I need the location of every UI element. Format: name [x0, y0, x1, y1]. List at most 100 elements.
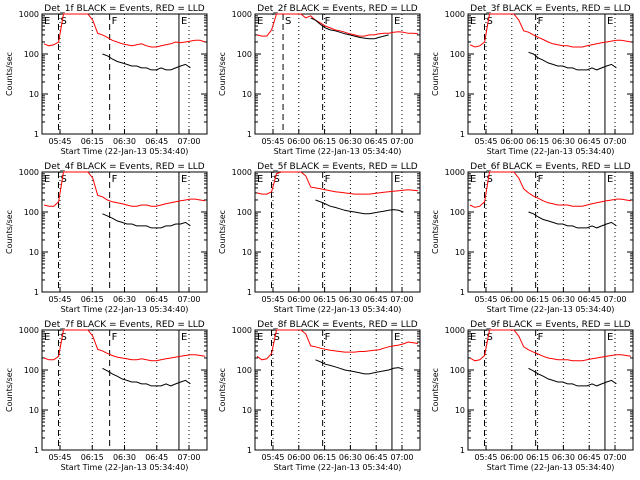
y-tick-label: 1 [34, 288, 39, 297]
marker-label: S [285, 16, 291, 27]
marker-label: F [538, 16, 544, 27]
x-tick-label: 06:00 [287, 295, 310, 304]
y-tick-label: 1 [247, 446, 252, 455]
y-axis-label: Counts/sec [431, 52, 440, 96]
y-tick-label: 1000 [445, 326, 465, 335]
marker-label: E [470, 332, 476, 343]
panel-title: Det_6f BLACK = Events, RED = LLD [470, 162, 630, 172]
x-tick-label: 06:45 [145, 295, 168, 304]
y-axis-label: Counts/sec [218, 52, 227, 96]
y-tick-label: 10 [29, 248, 39, 257]
marker-label: E [394, 16, 400, 27]
marker-label: S [274, 332, 280, 343]
panel-3: Det_3f BLACK = Events, RED = LLD 1 10 100 10… [431, 4, 634, 156]
panel-4: Det_4f BLACK = Events, RED = LLD 1 10 100 10… [5, 162, 208, 314]
series-line [469, 171, 632, 208]
x-axis-label: Start Time (22-Jan-13 05:34:40) [487, 147, 615, 156]
y-tick-label: 10 [455, 406, 465, 415]
plot-frame [254, 329, 421, 451]
x-tick-label: 05:45 [261, 137, 284, 146]
x-tick-label: 07:00 [603, 453, 626, 462]
x-tick-label: 07:00 [603, 137, 626, 146]
y-tick-label: 1000 [19, 168, 39, 177]
series-line [102, 367, 191, 387]
y-tick-label: 10 [455, 90, 465, 99]
y-tick-label: 1 [460, 446, 465, 455]
x-axis-label: Start Time (22-Jan-13 05:34:40) [61, 305, 189, 314]
marker-label: E [181, 332, 187, 343]
series-line [102, 53, 191, 71]
y-tick-label: 100 [450, 366, 465, 375]
y-axis-label: Counts/sec [5, 52, 14, 96]
marker-label: E [607, 16, 613, 27]
y-axis-label: Counts/sec [5, 210, 14, 254]
marker-label: E [394, 174, 400, 185]
x-tick-label: 06:15 [313, 137, 336, 146]
x-tick-label: 06:30 [113, 453, 136, 462]
x-tick-label: 06:15 [81, 137, 104, 146]
x-tick-label: 06:15 [526, 453, 549, 462]
y-axis-label: Counts/sec [431, 210, 440, 254]
x-tick-label: 05:45 [261, 295, 284, 304]
x-tick-label: 06:30 [339, 453, 362, 462]
x-tick-label: 06:45 [145, 453, 168, 462]
marker-label: F [538, 332, 544, 343]
x-tick-label: 06:30 [339, 137, 362, 146]
y-tick-label: 1 [460, 130, 465, 139]
x-tick-label: 05:45 [474, 137, 497, 146]
x-tick-label: 06:45 [578, 295, 601, 304]
series-line [256, 171, 419, 195]
x-tick-label: 06:30 [113, 295, 136, 304]
panel-2: Det_2f BLACK = Events, RED = LLD 1 10 100 10… [218, 4, 421, 156]
series-line [528, 51, 617, 71]
x-tick-label: 06:15 [81, 295, 104, 304]
series-line [310, 17, 389, 40]
y-tick-label: 1 [247, 288, 252, 297]
series-line [43, 171, 206, 207]
panel-title: Det_2f BLACK = Events, RED = LLD [257, 4, 417, 14]
x-tick-label: 06:15 [526, 295, 549, 304]
x-axis-label: Start Time (22-Jan-13 05:34:40) [61, 463, 189, 472]
panel-title: Det_3f BLACK = Events, RED = LLD [470, 4, 630, 14]
x-tick-label: 06:30 [552, 295, 575, 304]
y-tick-label: 10 [242, 90, 252, 99]
marker-label: E [607, 332, 613, 343]
y-tick-label: 100 [237, 208, 252, 217]
series-line [528, 211, 617, 229]
x-tick-label: 06:45 [365, 137, 388, 146]
marker-label: F [325, 174, 331, 185]
marker-label: F [112, 332, 118, 343]
series-line [528, 367, 617, 387]
y-tick-label: 1000 [445, 10, 465, 19]
x-axis-label: Start Time (22-Jan-13 05:34:40) [274, 147, 402, 156]
marker-label: E [470, 16, 476, 27]
x-tick-label: 05:45 [474, 453, 497, 462]
series-line [469, 329, 632, 362]
panel-7: Det_7f BLACK = Events, RED = LLD 1 10 100 10… [5, 320, 208, 472]
y-tick-label: 10 [242, 248, 252, 257]
y-axis-label: Counts/sec [218, 368, 227, 412]
series-line [256, 329, 419, 361]
x-tick-label: 06:00 [287, 137, 310, 146]
panel-5: Det_5f BLACK = Events, RED = LLD 1 10 100 10… [218, 162, 421, 314]
y-tick-label: 10 [29, 406, 39, 415]
y-tick-label: 1 [34, 130, 39, 139]
marker-label: F [325, 16, 331, 27]
x-tick-label: 06:15 [81, 453, 104, 462]
y-axis-label: Counts/sec [5, 368, 14, 412]
y-tick-label: 10 [242, 406, 252, 415]
x-tick-label: 07:00 [177, 453, 200, 462]
x-tick-label: 06:45 [365, 295, 388, 304]
panel-title: Det_7f BLACK = Events, RED = LLD [44, 320, 204, 330]
marker-label: F [112, 174, 118, 185]
x-tick-label: 07:00 [177, 137, 200, 146]
marker-label: E [44, 332, 50, 343]
x-tick-label: 06:45 [578, 137, 601, 146]
marker-label: E [257, 16, 263, 27]
panel-title: Det_4f BLACK = Events, RED = LLD [44, 162, 204, 172]
x-tick-label: 06:30 [339, 295, 362, 304]
x-tick-label: 05:45 [261, 453, 284, 462]
x-axis-label: Start Time (22-Jan-13 05:34:40) [61, 147, 189, 156]
marker-label: E [44, 174, 50, 185]
